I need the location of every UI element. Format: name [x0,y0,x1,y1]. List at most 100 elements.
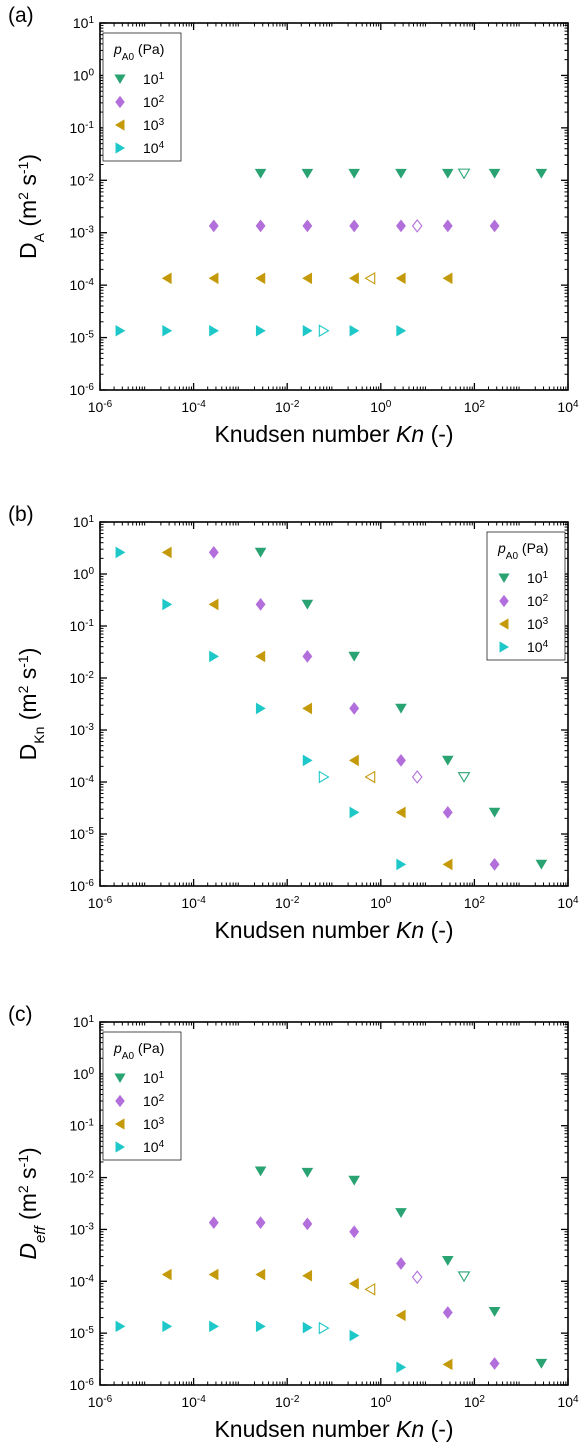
data-point [349,702,360,715]
legend: pA0 (Pa) 101 102 103 104 [102,32,182,162]
legend-marker [115,95,125,109]
data-point [208,1268,219,1281]
x-tick-label: 10-4 [181,399,206,416]
y-tick-label: 10-3 [70,224,95,241]
legend-entry: 104 [143,1139,165,1156]
data-point [162,598,173,611]
y-tick-label: 10-1 [70,618,95,635]
data-point [302,1321,313,1334]
data-point [162,1320,173,1333]
legend-marker [115,1094,125,1108]
data-point [395,1208,407,1218]
legend-title: pA0 (Pa) [113,1040,164,1062]
legend-marker [498,573,510,584]
data-point-open [318,770,330,784]
data-point-open [457,168,471,180]
data-point [396,1257,406,1270]
legend: pA0 (Pa) 101 102 103 104 [102,1031,182,1161]
data-point [348,168,360,179]
data-point [348,651,360,662]
data-point [348,272,359,285]
plot-frame [99,22,569,391]
chart-panel-b: 10-6 10-4 10-2 100 102 104 10-6 10-5 10-4 10-3 10-… [8,503,579,943]
data-point [348,1175,360,1186]
data-point [302,219,313,233]
series-103 [161,271,453,285]
y-axis-label: DA (m2 s-1) [15,154,47,259]
legend-marker [115,142,126,154]
legend-entry: 102 [527,593,549,610]
data-point [301,1167,314,1178]
series-102 [208,546,500,871]
y-tick-label: 10-4 [70,277,95,294]
x-tick-label: 10-2 [275,399,300,416]
data-point [255,650,266,663]
data-point [442,272,453,285]
data-point-open [318,324,330,338]
y-tick-label: 10-3 [70,1221,95,1238]
legend-box [486,531,566,661]
x-tick-label: 100 [370,1394,392,1411]
series-102 [208,1216,500,1370]
series-104 [115,546,407,871]
x-tick-label: 10-6 [88,399,113,416]
y-tick-label: 10-6 [70,878,95,895]
x-tick-label: 104 [557,895,579,912]
x-tick-label: 10-4 [181,1394,206,1411]
data-point-open [364,271,376,285]
data-point [302,702,313,715]
y-tick-label: 101 [73,1014,95,1031]
data-point [442,1306,453,1319]
legend-marker [114,74,126,85]
x-tick-label: 100 [370,895,392,912]
plot-frame [99,1021,569,1386]
data-point [161,1268,172,1281]
y-tick-label: 10-5 [70,329,95,346]
data-point [349,806,360,819]
y-tick-label: 10-2 [70,172,95,189]
x-tick-label: 10-6 [88,1394,113,1411]
data-point [349,1329,360,1342]
y-axis-label: Deff (m2 s-1) [15,1147,49,1259]
y-tick-label: 10-6 [70,1377,95,1394]
data-point [302,1269,313,1282]
y-tick-label: 10-4 [70,1273,95,1290]
data-point [348,1277,359,1290]
chart-panel-a: 10-6 10-4 10-2 100 102 104 10-6 10-5 10-4 10-3 10-… [8,4,579,447]
data-point [115,546,126,559]
y-tick-label: 10-1 [70,119,95,136]
legend-entry: 101 [527,570,549,587]
x-tick-label: 10-2 [275,895,300,912]
data-point [208,1216,219,1230]
data-point [209,1320,220,1333]
data-point [255,598,266,611]
legend-title: pA0 (Pa) [113,41,164,63]
legend-marker [499,641,510,653]
legend-entry: 101 [143,71,165,88]
data-point [488,168,501,179]
x-tick-label: 10-4 [181,895,206,912]
data-point [302,1217,313,1231]
data-point [255,324,266,337]
data-point [489,858,500,871]
y-tick-label: 10-1 [70,1117,95,1134]
data-point [161,546,172,559]
y-tick-label: 10-2 [70,1169,95,1186]
data-point [396,1361,407,1374]
x-tick-label: 104 [557,399,579,416]
data-point [302,754,313,767]
data-point [396,324,407,337]
series-104 [115,324,407,338]
data-point [395,806,406,819]
data-point [208,272,219,285]
data-point [161,272,172,285]
y-tick-label: 10-2 [70,670,95,687]
x-tick-label: 10-2 [275,1394,300,1411]
data-point [348,754,359,767]
data-point [255,702,266,715]
series-104 [115,1320,407,1374]
data-point [395,272,406,285]
y-tick-label: 101 [73,514,95,531]
data-point [441,1256,454,1266]
